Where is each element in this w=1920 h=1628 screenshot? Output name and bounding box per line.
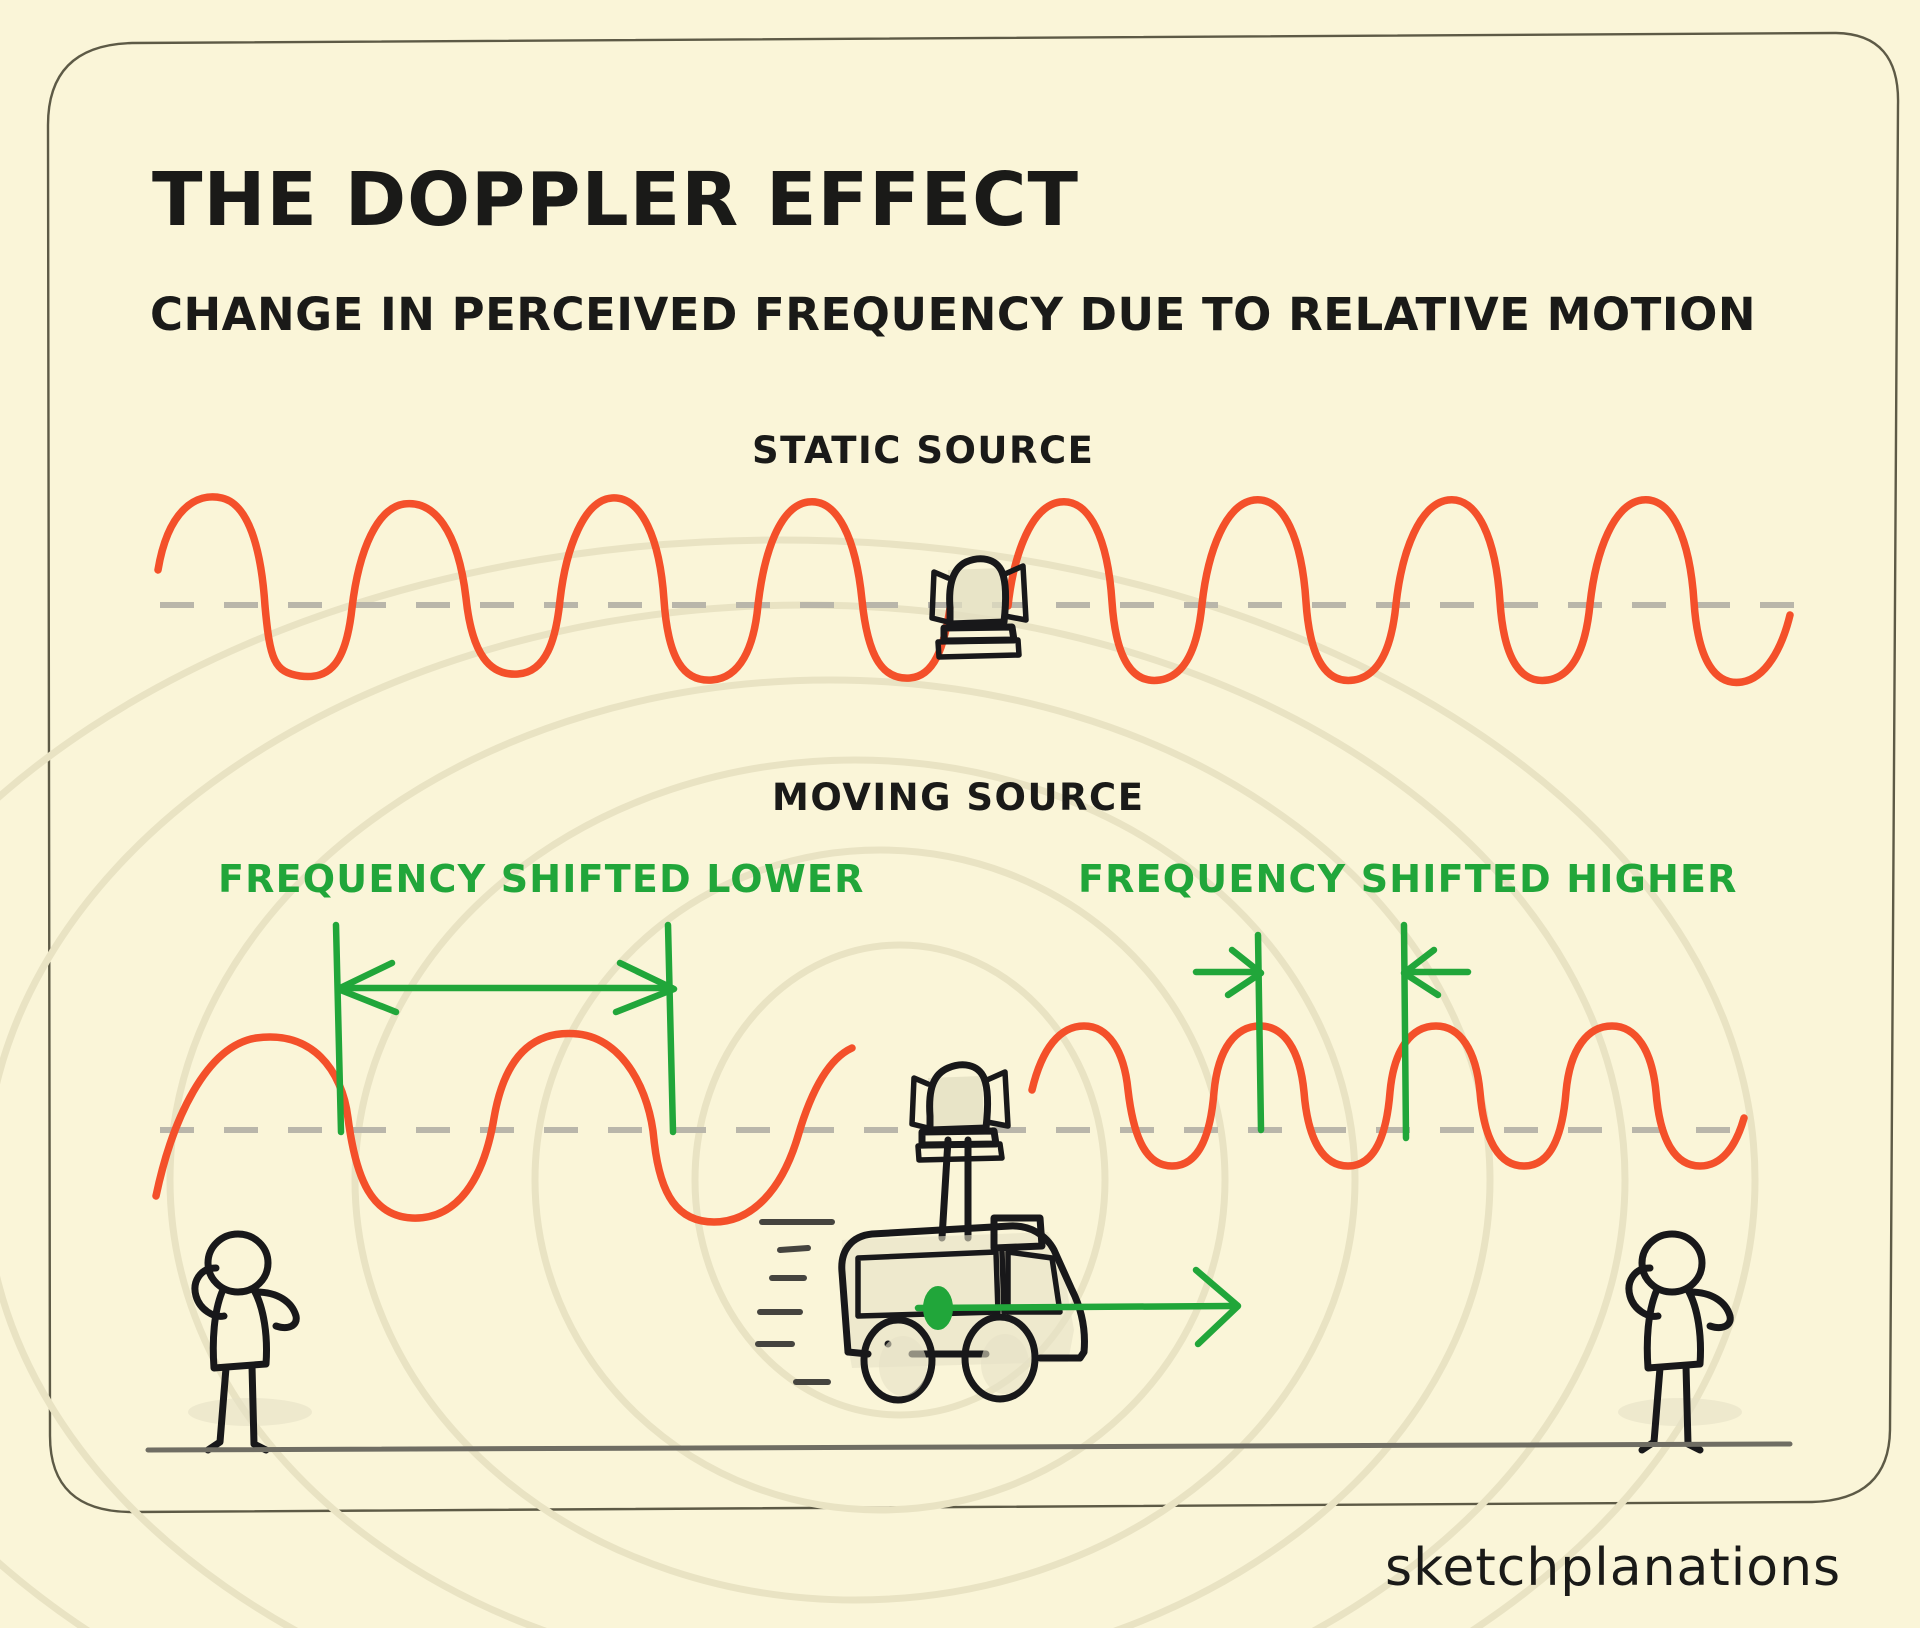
sketch-frame [46,31,1900,1514]
static-wave-right [1004,496,1794,687]
moving-source-label: MOVING SOURCE [772,776,1144,819]
page-subtitle: CHANGE IN PERCEIVED FREQUENCY DUE TO REL… [150,288,1756,341]
frequency-lower-label: FREQUENCY SHIFTED LOWER [218,857,865,901]
static-speaker-icon [929,555,1029,660]
moving-wave-left-stretched [152,1029,856,1226]
ground-line [145,1441,1793,1453]
velocity-arrow-icon [914,1266,1242,1348]
left-observer-icon [188,1230,312,1454]
broadcast-van-icon [755,1061,1088,1404]
moving-wave-right-compressed [1028,1022,1748,1170]
static-source-label: STATIC SOURCE [752,429,1094,472]
wavelength-marker-right [1192,921,1472,1142]
page-title: THE DOPPLER EFFECT [152,157,1079,243]
frequency-higher-label: FREQUENCY SHIFTED HIGHER [1078,857,1738,901]
motion-speed-lines [755,1219,835,1385]
signature: sketchplanations [1385,1538,1841,1598]
static-wave-left [154,493,954,684]
wavelength-marker-left [332,921,678,1136]
